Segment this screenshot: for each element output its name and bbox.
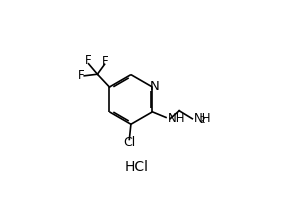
Text: 2: 2 [199,116,205,125]
Text: HCl: HCl [125,160,149,174]
Text: N: N [150,80,160,93]
Text: F: F [84,54,91,67]
Text: Cl: Cl [123,136,135,150]
Text: F: F [78,69,85,82]
Text: NH: NH [168,112,186,125]
Text: NH: NH [194,112,211,125]
Text: F: F [102,55,109,68]
